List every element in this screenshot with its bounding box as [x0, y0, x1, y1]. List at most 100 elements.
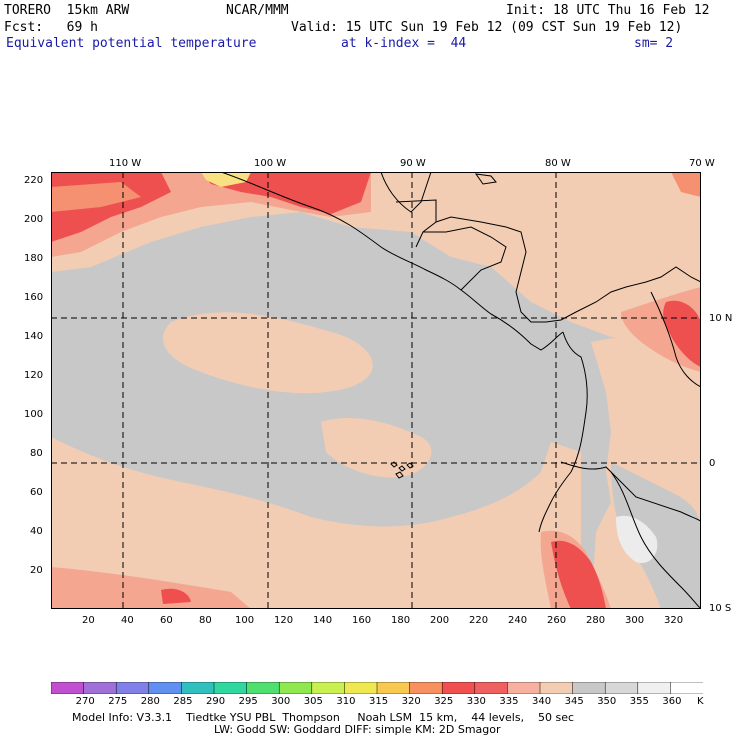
y-tick: 200 — [24, 214, 44, 225]
yellow-patch-mexico — [201, 172, 251, 187]
colorbar-swatch — [604, 682, 639, 694]
colorbar-swatch — [181, 682, 215, 694]
physics-info: LW: Godd SW: Goddard DIFF: simple KM: 2D… — [214, 723, 501, 736]
colorbar-label: 295 — [238, 696, 258, 707]
colorbar-swatch — [213, 682, 248, 694]
colorbar-label: 345 — [564, 696, 584, 707]
colorbar-label: 350 — [597, 696, 617, 707]
colorbar-label: 305 — [303, 696, 323, 707]
colorbar-label: 335 — [499, 696, 519, 707]
colorbar-swatch — [376, 682, 411, 694]
x-tick: 320 — [664, 615, 684, 626]
x-tick: 280 — [586, 615, 606, 626]
salmon-band-south — [51, 567, 251, 609]
forecast-hour: Fcst: 69 h — [4, 20, 98, 35]
lon-label-70w: 70 W — [689, 158, 715, 169]
border-colombia-ecuador — [560, 461, 701, 523]
org-label: NCAR/MMM — [226, 3, 289, 18]
y-tick: 40 — [30, 526, 43, 537]
x-tick: 120 — [274, 615, 294, 626]
colorbar-swatch — [148, 682, 183, 694]
y-tick: 220 — [24, 175, 44, 186]
colorbar-label: 330 — [466, 696, 486, 707]
colorbar-swatch — [246, 682, 280, 694]
coastline-caribbean — [435, 216, 701, 323]
lon-label-80w: 80 W — [545, 158, 571, 169]
colorbar-swatch — [344, 682, 378, 694]
y-tick: 60 — [30, 487, 43, 498]
tan-region-south — [51, 437, 581, 609]
x-tick: 80 — [199, 615, 212, 626]
init-time: Init: 18 UTC Thu 16 Feb 12 — [506, 3, 710, 18]
x-tick: 240 — [508, 615, 528, 626]
x-tick: 180 — [391, 615, 411, 626]
colorbar-label: 320 — [401, 696, 421, 707]
y-tick: 140 — [24, 331, 44, 342]
orange-patch-caribbean — [671, 172, 701, 197]
colorbar-swatch — [474, 682, 509, 694]
orange-patch-northwest — [51, 182, 141, 212]
colorbar-swatch — [311, 682, 346, 694]
colorbar — [51, 682, 703, 694]
light-highland-patch — [616, 515, 658, 563]
tan-region-north — [51, 172, 701, 342]
coastline-gulf — [380, 172, 432, 213]
colorbar-label: 360 — [662, 696, 682, 707]
colorbar-swatch — [539, 682, 574, 694]
x-tick: 140 — [313, 615, 333, 626]
y-tick: 100 — [24, 409, 44, 420]
y-tick: 120 — [24, 370, 44, 381]
colorbar-label: 315 — [369, 696, 389, 707]
colorbar-swatch — [115, 682, 150, 694]
x-tick: 60 — [160, 615, 173, 626]
field-name: Equivalent potential temperature — [6, 36, 257, 51]
border-peru-brazil — [610, 471, 701, 609]
colorbar-label: 280 — [140, 696, 160, 707]
y-tick: 180 — [24, 253, 44, 264]
coastline-south-america — [538, 331, 588, 533]
colorbar-label: 325 — [434, 696, 454, 707]
x-tick: 100 — [235, 615, 255, 626]
colorbar-label: 300 — [271, 696, 291, 707]
valid-time: Valid: 15 UTC Sun 19 Feb 12 (09 CST Sun … — [291, 20, 683, 35]
lat-label-0: 0 — [709, 458, 716, 469]
colorbar-swatch — [51, 682, 85, 694]
colorbar-swatch — [278, 682, 313, 694]
colorbar-label: 270 — [75, 696, 95, 707]
colorbar-swatch — [572, 682, 606, 694]
red-region-colombia — [663, 300, 701, 367]
lat-label-10n: 10 N — [709, 313, 733, 324]
theta-e-map — [51, 172, 701, 609]
colorbar-label: 340 — [532, 696, 552, 707]
y-tick: 160 — [24, 292, 44, 303]
y-tick: 80 — [30, 448, 43, 459]
x-tick: 260 — [547, 615, 567, 626]
smooth-label: sm= 2 — [634, 36, 674, 51]
border-colombia-venezuela — [650, 291, 701, 388]
x-tick: 300 — [625, 615, 645, 626]
colorbar-swatch — [507, 682, 541, 694]
map-frame — [51, 172, 701, 609]
coastline-central-america — [220, 172, 564, 351]
colorbar-label: 355 — [629, 696, 649, 707]
level-label: at k-index = 44 — [341, 36, 467, 51]
colorbar-label: 290 — [206, 696, 226, 707]
y-tick: 20 — [30, 565, 43, 576]
colorbar-swatch — [637, 682, 672, 694]
gray-andes-region — [611, 462, 701, 609]
lon-label-110w: 110 W — [109, 158, 142, 169]
graticule — [51, 172, 701, 609]
colorbar-swatch — [409, 682, 443, 694]
lat-label-10s: 10 S — [709, 603, 732, 614]
x-tick: 220 — [469, 615, 489, 626]
model-info: Model Info: V3.3.1 Tiedtke YSU PBL Thomp… — [72, 711, 575, 724]
x-tick: 20 — [82, 615, 95, 626]
red-region-peru — [551, 540, 606, 609]
colorbar-label: 285 — [173, 696, 193, 707]
border-honduras — [423, 226, 507, 291]
colorbar-swatch — [441, 682, 476, 694]
x-tick: 160 — [352, 615, 372, 626]
colorbar-swatch — [670, 682, 703, 694]
colorbar-label: 275 — [108, 696, 128, 707]
colorbar-unit: K — [697, 696, 704, 707]
